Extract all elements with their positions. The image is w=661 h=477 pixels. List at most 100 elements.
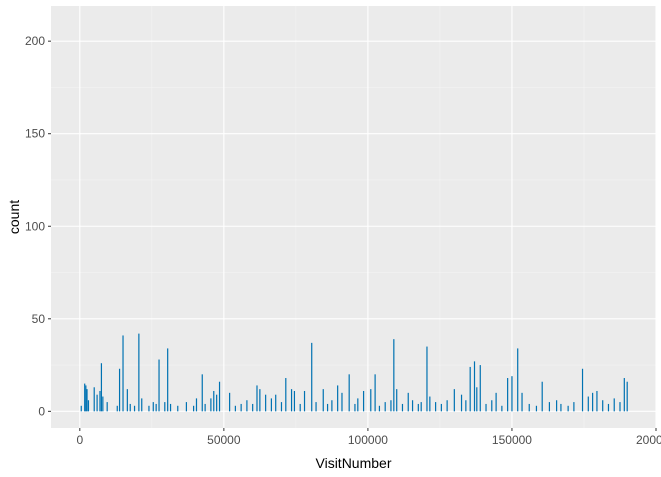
y-tick-label: 100 — [25, 219, 45, 233]
bar — [348, 374, 350, 412]
bar — [229, 392, 231, 412]
bar — [623, 378, 625, 412]
bar — [102, 396, 104, 412]
bar — [602, 400, 604, 412]
bar — [476, 387, 478, 412]
bar — [204, 403, 206, 412]
bar — [453, 389, 455, 412]
bar — [93, 387, 95, 412]
y-tick-label: 200 — [25, 34, 45, 48]
bar — [435, 402, 437, 412]
y-tick-label: 0 — [38, 404, 45, 418]
bar — [560, 403, 562, 412]
bar — [152, 402, 154, 412]
bar — [129, 403, 131, 412]
bar — [141, 398, 143, 412]
bar — [169, 403, 172, 412]
bar — [299, 403, 301, 412]
bar — [116, 405, 118, 412]
bar — [158, 359, 160, 412]
bar — [256, 385, 258, 412]
bar — [587, 396, 589, 412]
bar — [85, 385, 87, 412]
bar — [252, 403, 254, 412]
bar — [479, 365, 481, 412]
bar — [396, 389, 398, 412]
bar — [331, 400, 333, 412]
bar — [213, 390, 215, 412]
bar — [122, 335, 124, 412]
bar — [417, 403, 419, 412]
bar — [390, 400, 392, 412]
bar — [275, 394, 277, 412]
bar — [303, 390, 306, 412]
y-axis: 0 50 100 150 200 — [25, 34, 51, 418]
bar — [393, 339, 395, 412]
bar — [541, 381, 543, 412]
bar — [322, 389, 324, 412]
bar — [485, 403, 487, 412]
bar — [495, 392, 497, 412]
bar — [177, 405, 179, 412]
bar — [507, 378, 509, 412]
bar — [426, 346, 428, 412]
bar — [429, 396, 431, 412]
x-axis: 0 50000 100000 150000 200000 — [76, 428, 661, 447]
bar — [465, 400, 467, 412]
x-tick-label: 150000 — [492, 433, 532, 447]
x-tick-label: 0 — [76, 433, 83, 447]
bar — [210, 398, 212, 412]
bar — [126, 389, 128, 412]
bar — [234, 405, 236, 412]
bar — [528, 403, 530, 412]
bar — [501, 405, 503, 412]
bar — [446, 400, 448, 412]
y-tick-label: 50 — [32, 312, 46, 326]
bar — [84, 383, 86, 412]
bar — [106, 402, 108, 412]
bar — [354, 403, 356, 412]
bar — [567, 405, 569, 412]
bar — [357, 398, 359, 412]
bar — [164, 402, 166, 412]
bar — [607, 403, 610, 412]
bar — [511, 376, 513, 412]
bar — [326, 403, 329, 412]
bar — [100, 363, 103, 412]
bar — [293, 390, 296, 412]
bar — [148, 405, 150, 412]
y-axis-title: count — [6, 200, 22, 234]
bar — [420, 402, 422, 412]
bar — [246, 400, 248, 412]
bar — [341, 392, 343, 412]
bar — [280, 402, 283, 412]
bar — [596, 390, 598, 412]
bar — [407, 392, 409, 412]
bar — [96, 394, 98, 412]
bar — [370, 389, 372, 412]
bar — [185, 402, 188, 412]
bar — [535, 405, 538, 412]
bar — [581, 368, 584, 412]
bar — [517, 348, 519, 412]
x-tick-label: 200000 — [636, 433, 661, 447]
bar — [270, 398, 272, 412]
bar — [285, 378, 287, 412]
y-tick-label: 150 — [25, 127, 45, 141]
bar — [337, 385, 339, 412]
bar — [195, 398, 198, 412]
bar — [133, 405, 136, 412]
bar — [265, 394, 267, 412]
bar — [556, 400, 558, 412]
bar — [99, 390, 101, 412]
bar — [259, 389, 261, 412]
bar — [167, 348, 169, 412]
plot-panel — [51, 6, 656, 428]
x-tick-label: 50000 — [207, 433, 241, 447]
bar — [469, 366, 471, 412]
bar — [460, 394, 463, 412]
bar — [311, 342, 313, 412]
bar — [87, 400, 90, 412]
bar — [491, 400, 493, 412]
